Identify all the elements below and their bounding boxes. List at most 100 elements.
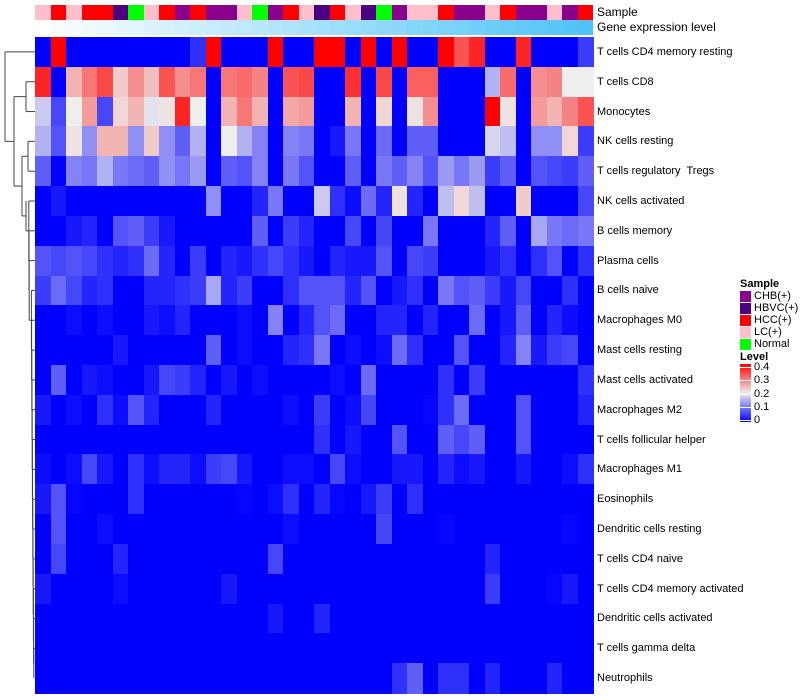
- heatmap-cell: [546, 543, 563, 575]
- heatmap-cell: [562, 156, 579, 187]
- heatmap-cell: [329, 275, 346, 306]
- heatmap-cell: [112, 66, 129, 98]
- legend-item: LC(+): [740, 326, 782, 338]
- heatmap-cell: [469, 156, 486, 187]
- heatmap-cell: [562, 126, 579, 157]
- expression-annotation-cell: [128, 20, 144, 35]
- heatmap-cell: [577, 603, 594, 634]
- heatmap-cell: [531, 484, 548, 515]
- heatmap-cell: [391, 633, 408, 664]
- heatmap-cell: [360, 365, 377, 396]
- legend-item: HCC(+): [740, 314, 792, 326]
- heatmap-cell: [35, 126, 52, 157]
- heatmap-cell: [298, 454, 315, 485]
- heatmap-cell: [81, 663, 98, 694]
- heatmap-cell: [329, 96, 346, 128]
- heatmap-cell: [143, 66, 160, 98]
- heatmap-cell: [422, 484, 439, 515]
- heatmap-cell: [546, 335, 563, 366]
- heatmap-cell: [283, 275, 300, 306]
- heatmap-cell: [97, 215, 114, 247]
- heatmap-cell: [376, 156, 393, 187]
- heatmap-cell: [453, 156, 470, 187]
- heatmap-cell: [66, 215, 83, 247]
- heatmap-cell: [329, 603, 346, 634]
- expression-annotation-cell: [360, 20, 376, 35]
- heatmap-cell: [81, 245, 98, 277]
- heatmap-cell: [81, 66, 98, 98]
- heatmap-cell: [298, 186, 315, 217]
- heatmap-cell: [438, 603, 455, 634]
- heatmap-cell: [205, 365, 222, 396]
- row-label: Dendritic cells resting: [597, 523, 702, 535]
- heatmap-cell: [469, 96, 486, 128]
- heatmap-cell: [562, 484, 579, 515]
- sample-annotation-cell: [314, 5, 330, 20]
- heatmap-cell: [484, 186, 501, 217]
- heatmap-cell: [407, 633, 424, 664]
- heatmap-cell: [50, 514, 67, 545]
- heatmap-cell: [345, 663, 362, 694]
- heatmap-cell: [221, 633, 238, 664]
- heatmap-cell: [376, 603, 393, 634]
- level-tick-label: 0.4: [754, 361, 770, 373]
- expression-annotation-cell: [298, 20, 314, 35]
- sample-annotation-cell: [221, 5, 237, 20]
- heatmap-cell: [469, 365, 486, 396]
- heatmap-cell: [546, 186, 563, 217]
- expression-annotation-cell: [35, 20, 51, 35]
- heatmap-cell: [562, 335, 579, 366]
- heatmap-cell: [159, 37, 176, 68]
- heatmap-cell: [329, 543, 346, 575]
- heatmap-cell: [97, 186, 114, 217]
- heatmap-cell: [50, 663, 67, 694]
- heatmap-cell: [221, 603, 238, 634]
- heatmap-cell: [515, 275, 532, 306]
- heatmap-cell: [360, 37, 377, 68]
- sample-annotation-cell: [174, 5, 190, 20]
- heatmap-cell: [143, 663, 160, 694]
- heatmap-cell: [469, 305, 486, 336]
- heatmap-cell: [438, 514, 455, 545]
- row-label: B cells naive: [597, 284, 659, 297]
- heatmap-cell: [314, 245, 331, 277]
- heatmap-cell: [267, 245, 284, 277]
- heatmap-cell: [252, 543, 269, 575]
- expression-annotation-cell: [174, 20, 190, 35]
- heatmap-cell: [438, 424, 455, 456]
- row-label: Mast cells resting: [597, 344, 682, 357]
- heatmap-cell: [112, 186, 129, 217]
- heatmap-cell: [97, 126, 114, 157]
- heatmap-cell: [298, 394, 315, 426]
- heatmap-cell: [283, 245, 300, 277]
- heatmap-cell: [252, 275, 269, 306]
- heatmap-cell: [314, 573, 331, 605]
- heatmap-cell: [500, 335, 517, 366]
- heatmap-cell: [128, 394, 145, 426]
- heatmap-cell: [97, 663, 114, 694]
- level-tick-label: 0.1: [754, 400, 770, 413]
- heatmap-cell: [97, 514, 114, 545]
- heatmap-cell: [128, 573, 145, 605]
- heatmap-cell: [391, 215, 408, 247]
- heatmap-cell: [515, 335, 532, 366]
- heatmap-cell: [236, 215, 253, 247]
- heatmap-cell: [221, 365, 238, 396]
- heatmap-cell: [345, 603, 362, 634]
- heatmap-cell: [329, 156, 346, 187]
- heatmap-cell: [190, 66, 207, 98]
- heatmap-cell: [562, 186, 579, 217]
- legend-label: CHB(+): [754, 290, 791, 302]
- heatmap-cell: [81, 37, 98, 68]
- row-label: Plasma cells: [597, 254, 659, 267]
- heatmap-cell: [515, 96, 532, 128]
- heatmap-cell: [376, 37, 393, 68]
- heatmap-cell: [298, 573, 315, 605]
- heatmap-cell: [50, 66, 67, 98]
- heatmap-cell: [97, 96, 114, 128]
- heatmap-cell: [128, 543, 145, 575]
- heatmap-cell: [500, 96, 517, 128]
- heatmap-cell: [112, 424, 129, 456]
- heatmap-cell: [360, 186, 377, 217]
- heatmap-cell: [469, 245, 486, 277]
